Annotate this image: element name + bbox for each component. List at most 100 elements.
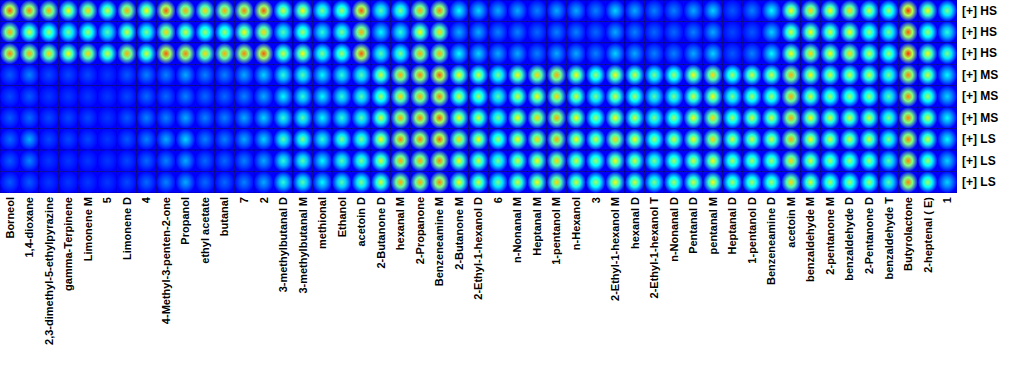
x-tick: Pentanal D	[687, 193, 699, 254]
cell-background	[820, 129, 840, 150]
cell-blob	[566, 43, 586, 64]
cell-blob	[566, 172, 586, 193]
cell-background	[195, 172, 215, 193]
cell	[195, 0, 215, 21]
cell-blob	[312, 86, 332, 107]
cell-background	[78, 0, 98, 21]
cell-background	[234, 43, 254, 64]
cell-background	[840, 107, 860, 128]
cell	[547, 21, 567, 42]
cell	[469, 172, 489, 193]
cell	[645, 150, 665, 171]
cell	[254, 21, 274, 42]
cell-blob	[508, 107, 528, 128]
cell-blob	[371, 64, 391, 85]
cell-background	[0, 43, 20, 64]
cell-background	[879, 172, 899, 193]
cell-blob	[625, 150, 645, 171]
cell-background	[117, 172, 137, 193]
cell-blob	[352, 129, 372, 150]
cell-background	[488, 64, 508, 85]
cell-background	[937, 107, 957, 128]
cell	[664, 86, 684, 107]
cell-blob	[59, 172, 79, 193]
cell	[98, 172, 118, 193]
cell	[391, 150, 411, 171]
cell	[176, 43, 196, 64]
cell	[703, 21, 723, 42]
cell-background	[801, 129, 821, 150]
x-tick-label: 2-Butanone M	[453, 197, 465, 270]
cell-blob	[391, 129, 411, 150]
x-tick: benzaldehyde T	[882, 193, 894, 280]
cell	[352, 0, 372, 21]
cell-background	[723, 129, 743, 150]
cell-blob	[488, 129, 508, 150]
cell-blob	[664, 172, 684, 193]
cell	[195, 107, 215, 128]
cell-background	[195, 64, 215, 85]
x-tick-label: hexanal D	[629, 197, 641, 249]
cell	[625, 43, 645, 64]
cell-blob	[215, 86, 235, 107]
y-tick-label: [+] HS	[962, 25, 997, 39]
cell-blob	[78, 129, 98, 150]
cell	[645, 0, 665, 21]
cell	[508, 172, 528, 193]
cell	[234, 43, 254, 64]
cell	[430, 107, 450, 128]
cell	[605, 21, 625, 42]
cell-background	[391, 129, 411, 150]
cell	[684, 150, 704, 171]
cell	[449, 172, 469, 193]
cell	[937, 172, 957, 193]
cell-blob	[879, 129, 899, 150]
cell-blob	[684, 172, 704, 193]
cell	[59, 129, 79, 150]
cell-background	[937, 0, 957, 21]
cell-background	[254, 21, 274, 42]
cell	[801, 64, 821, 85]
cell-background	[352, 107, 372, 128]
cell	[137, 43, 157, 64]
cell	[254, 129, 274, 150]
cell	[586, 64, 606, 85]
cell-background	[254, 86, 274, 107]
cell	[937, 86, 957, 107]
cell	[859, 107, 879, 128]
cell-blob	[449, 107, 469, 128]
cell-background	[742, 172, 762, 193]
cell	[332, 150, 352, 171]
cell	[469, 43, 489, 64]
cell-background	[508, 86, 528, 107]
cell-blob	[684, 150, 704, 171]
cell-blob	[879, 21, 899, 42]
cell-background	[625, 150, 645, 171]
cell-background	[78, 43, 98, 64]
cell-blob	[469, 129, 489, 150]
cell-background	[293, 150, 313, 171]
y-tick-label: [+] LS	[962, 132, 996, 146]
cell-blob	[234, 0, 254, 21]
cell-background	[859, 86, 879, 107]
cell-blob	[586, 150, 606, 171]
cell-background	[586, 0, 606, 21]
cell-background	[78, 107, 98, 128]
cell	[469, 0, 489, 21]
x-tick-label: Limonene M	[82, 197, 94, 261]
cell-background	[39, 43, 59, 64]
cell-blob	[332, 172, 352, 193]
cell	[859, 64, 879, 85]
cell-blob	[840, 43, 860, 64]
cell	[0, 0, 20, 21]
cell-background	[820, 43, 840, 64]
cell	[605, 0, 625, 21]
cell	[918, 107, 938, 128]
cell-blob	[859, 0, 879, 21]
cell-blob	[566, 86, 586, 107]
x-tick: 7	[238, 193, 250, 203]
x-tick-label: Borneol	[4, 197, 16, 239]
cell-blob	[801, 129, 821, 150]
cell-blob	[234, 43, 254, 64]
cell-blob	[195, 129, 215, 150]
